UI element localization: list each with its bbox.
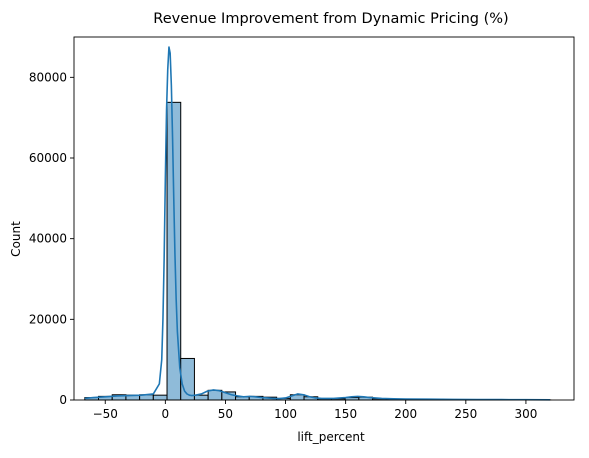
plot-area: −50 0 50 100 150 200 250 300 0 20000 40000 60000 800… <box>29 37 574 421</box>
x-tick-label: 100 <box>274 407 297 421</box>
x-tick-label: 250 <box>454 407 477 421</box>
y-tick-label: 80000 <box>29 70 67 84</box>
histogram-bar <box>208 390 222 400</box>
y-tick-label: 0 <box>59 393 67 407</box>
histogram-bar <box>153 395 167 400</box>
chart-title: Revenue Improvement from Dynamic Pricing… <box>153 11 508 27</box>
x-tick-label: 150 <box>334 407 357 421</box>
x-axis-label: lift_percent <box>297 430 365 444</box>
x-tick-label: 300 <box>514 407 537 421</box>
y-tick-label: 60000 <box>29 151 67 165</box>
x-tick-label: 0 <box>162 407 170 421</box>
histogram-bar <box>194 395 208 400</box>
y-axis-label: Count <box>9 221 23 257</box>
kde-line <box>85 47 550 400</box>
x-tick-label: 200 <box>394 407 417 421</box>
x-tick-label: 50 <box>218 407 233 421</box>
y-tick-label: 20000 <box>29 312 67 326</box>
x-tick-label: −50 <box>93 407 118 421</box>
y-tick-label: 40000 <box>29 232 67 246</box>
plot-frame <box>74 37 574 400</box>
